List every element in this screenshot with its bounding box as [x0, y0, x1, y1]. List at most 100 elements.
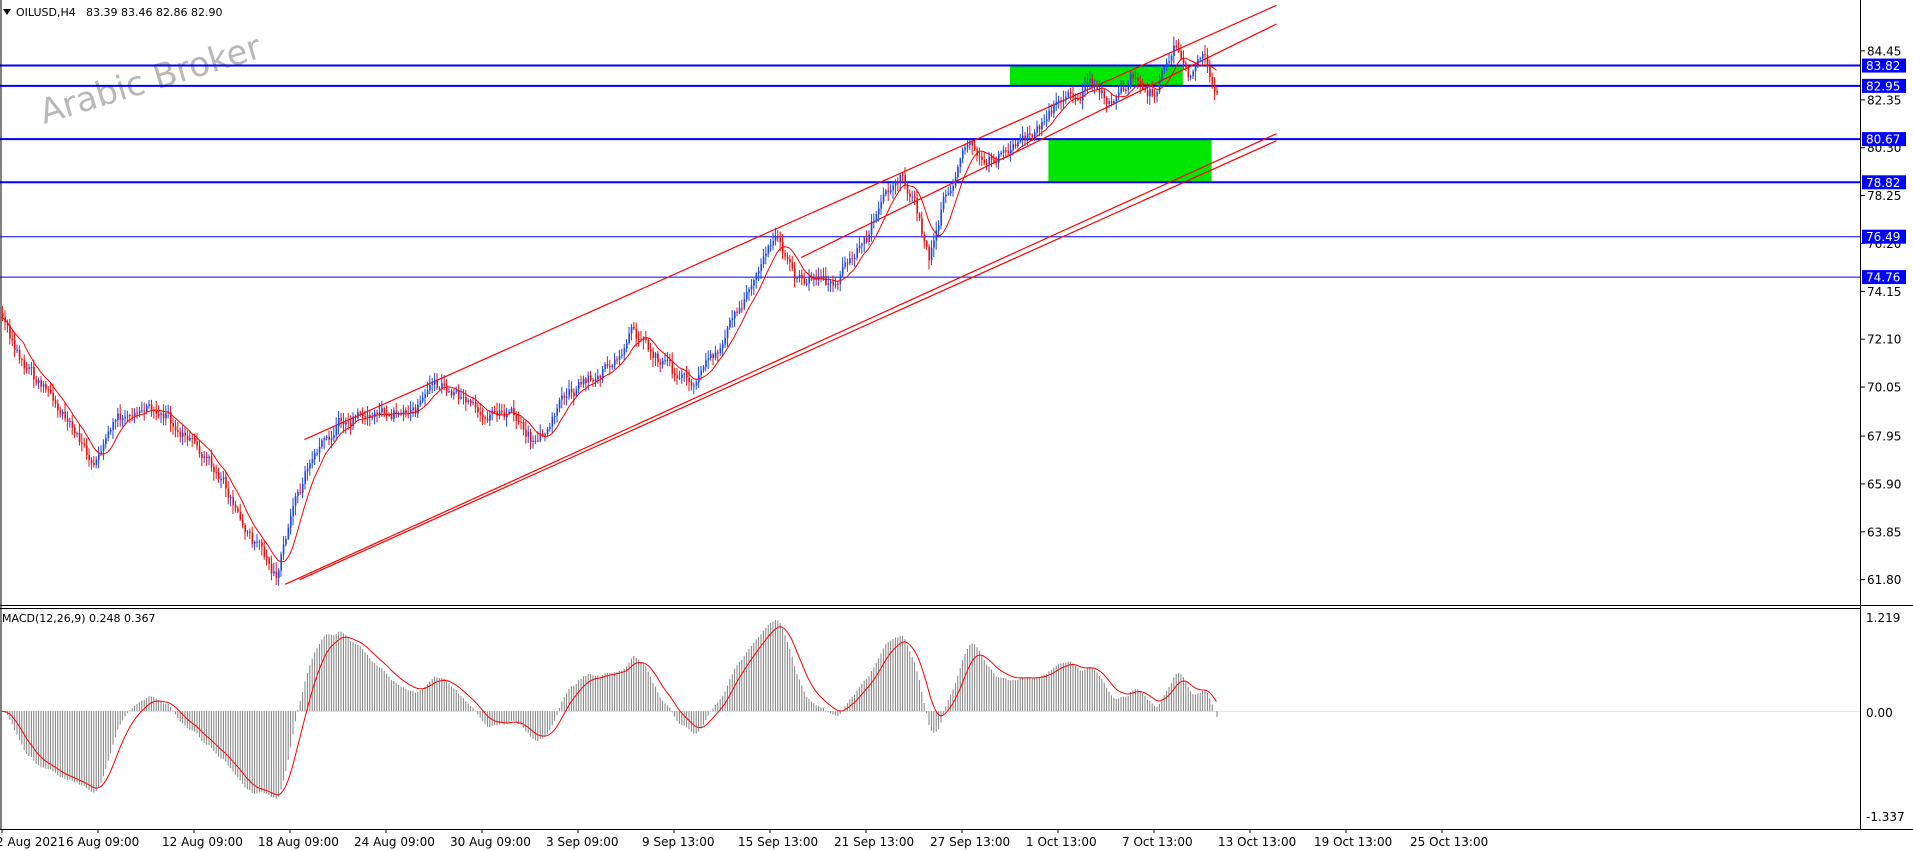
candle [592, 377, 594, 387]
candle-body [513, 408, 515, 416]
candle-body [777, 236, 779, 238]
candle-body [755, 273, 758, 281]
candle-body [1134, 77, 1137, 79]
candle-body [1190, 76, 1192, 78]
candle-body [412, 407, 414, 411]
candle-body [388, 415, 390, 417]
channel-line-0[interactable] [304, 4, 1277, 441]
candle [738, 300, 741, 315]
candle [474, 394, 477, 414]
time-axis[interactable]: 2 Aug 2021 6 Aug 09:00 12 Aug 09:00 18 Aug … [0, 829, 1488, 849]
candle-body [1067, 92, 1070, 98]
candle-body [477, 407, 479, 413]
candle [866, 230, 868, 244]
channels-layer[interactable] [284, 4, 1277, 585]
candle [966, 140, 969, 153]
candle [402, 404, 405, 422]
candle [844, 256, 846, 270]
candle [798, 270, 801, 283]
candle [141, 401, 143, 413]
candle [431, 377, 434, 394]
candle [23, 354, 26, 375]
channel-line-1[interactable] [299, 140, 1277, 581]
candle-body [849, 258, 851, 264]
candle-body [1022, 135, 1024, 139]
candle-body [244, 525, 246, 532]
candle-body [743, 299, 746, 309]
candle [398, 411, 400, 418]
candle-body [1122, 87, 1125, 90]
candle-body [186, 435, 189, 441]
candle [1036, 120, 1038, 136]
candle-body [530, 431, 532, 443]
candle-body [1053, 104, 1055, 114]
candle [162, 404, 165, 426]
channel-line-2[interactable] [284, 133, 1277, 585]
candle-body [273, 571, 275, 574]
candle [1014, 139, 1017, 149]
candle [513, 400, 515, 422]
candle-body [921, 218, 923, 235]
candle-body [885, 190, 887, 195]
candle-body [712, 354, 714, 358]
candle-body [465, 397, 467, 403]
candle-body [683, 373, 686, 375]
candle [436, 373, 438, 390]
candle [1190, 74, 1192, 81]
candle-body [251, 532, 254, 544]
candle-body [806, 283, 808, 285]
candle-body [702, 366, 705, 371]
candle [779, 231, 782, 252]
candle-body [791, 262, 794, 269]
candle [462, 389, 465, 405]
candle [1024, 132, 1026, 146]
candle [182, 423, 184, 446]
candle-body [762, 256, 765, 265]
candle [124, 409, 126, 426]
levels-layer[interactable] [0, 64, 1861, 278]
y-tick-label-9: 65.90 [1867, 477, 1901, 491]
candle-body [801, 274, 803, 279]
candle-body [1026, 133, 1029, 141]
candle [177, 421, 179, 438]
candle-body [196, 441, 198, 446]
candle-body [470, 400, 472, 403]
x-tick-label-11: 1 Oct 13:00 [1026, 835, 1097, 849]
candle-body [1115, 96, 1118, 102]
candle-body [489, 414, 491, 421]
level-tag-bg-2 [1862, 132, 1906, 147]
candle [316, 448, 318, 457]
candle-body [537, 440, 539, 442]
candle-body [86, 445, 88, 455]
candle [230, 494, 232, 507]
candle-body [1091, 78, 1094, 87]
candle [570, 381, 573, 399]
candle [657, 350, 659, 367]
candle-body [681, 374, 683, 378]
candle-body [203, 456, 206, 458]
candle-body [381, 408, 383, 413]
candle-body [1098, 89, 1101, 94]
candle [83, 437, 86, 448]
candle-body [890, 190, 892, 193]
x-tick-label-14: 19 Oct 13:00 [1314, 835, 1392, 849]
candle-body [184, 432, 186, 436]
candle [671, 352, 674, 379]
candle-body [520, 421, 522, 423]
candle-body [119, 413, 122, 420]
candle [1178, 39, 1180, 53]
candle-body [268, 557, 270, 564]
candle-body [117, 413, 119, 421]
candle-body [18, 349, 21, 360]
candle-body [1038, 126, 1041, 130]
candle [616, 356, 618, 365]
candle-body [306, 468, 309, 472]
symbol-dropdown-icon[interactable] [3, 9, 11, 15]
candle-body [1048, 110, 1050, 120]
candle [618, 349, 621, 367]
y-tick-label-10: 63.85 [1867, 525, 1901, 539]
candle-body [294, 496, 297, 506]
candle-body [854, 258, 856, 260]
